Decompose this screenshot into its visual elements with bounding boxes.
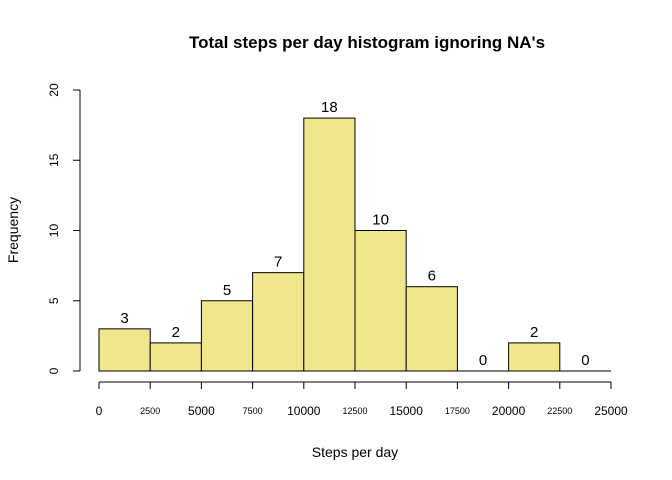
x-tick-label: 0: [96, 404, 103, 418]
x-tick-label: 12500: [342, 406, 367, 416]
bar-value-label: 2: [530, 324, 538, 341]
x-tick-label: 17500: [445, 406, 470, 416]
bar-labels-group: 3 2 5 7 18 10 6 0 2 0: [120, 99, 589, 369]
histogram-bar: [200, 300, 254, 372]
x-tick-label: 5000: [188, 404, 215, 418]
y-tick-label: 10: [47, 224, 61, 238]
x-tick-label: 25000: [594, 404, 628, 418]
bar-value-label: 0: [581, 352, 589, 369]
x-tick-label: 10000: [287, 404, 321, 418]
y-tick-label: 15: [47, 153, 61, 167]
bar-value-label: 0: [479, 352, 487, 369]
y-tick-label: 5: [47, 297, 61, 304]
bar-value-label: 2: [172, 324, 180, 341]
bar-value-label: 10: [372, 212, 389, 229]
x-tick-label: 2500: [140, 406, 160, 416]
x-tick-label: 20000: [492, 404, 526, 418]
histogram-bar: [508, 342, 561, 372]
histogram-bar: [303, 117, 356, 372]
y-tick-label: 20: [47, 83, 61, 97]
bar-value-label: 3: [120, 310, 128, 327]
y-axis: 0 5 10 15 20: [47, 83, 81, 374]
x-tick-label: 22500: [547, 406, 572, 416]
y-axis-label: Frequency: [5, 197, 21, 263]
histogram-bar: [252, 272, 305, 372]
bars-group: [98, 117, 611, 372]
bar-value-label: 6: [428, 268, 436, 285]
histogram-bar: [98, 328, 151, 372]
x-tick-label: 7500: [243, 406, 263, 416]
bar-value-label: 7: [274, 254, 282, 271]
chart-title: Total steps per day histogram ignoring N…: [189, 33, 545, 52]
bar-value-label: 18: [321, 99, 338, 116]
y-tick-label: 0: [47, 367, 61, 374]
bar-value-label: 5: [223, 282, 231, 299]
x-axis-label: Steps per day: [312, 444, 398, 460]
x-tick-label: 15000: [390, 404, 424, 418]
histogram-bar: [354, 230, 407, 372]
x-axis: 0 2500 5000 7500 10000 12500 15000 17500 20000 22…: [96, 381, 628, 418]
histogram-bar: [149, 342, 202, 372]
histogram-bar: [405, 286, 458, 372]
